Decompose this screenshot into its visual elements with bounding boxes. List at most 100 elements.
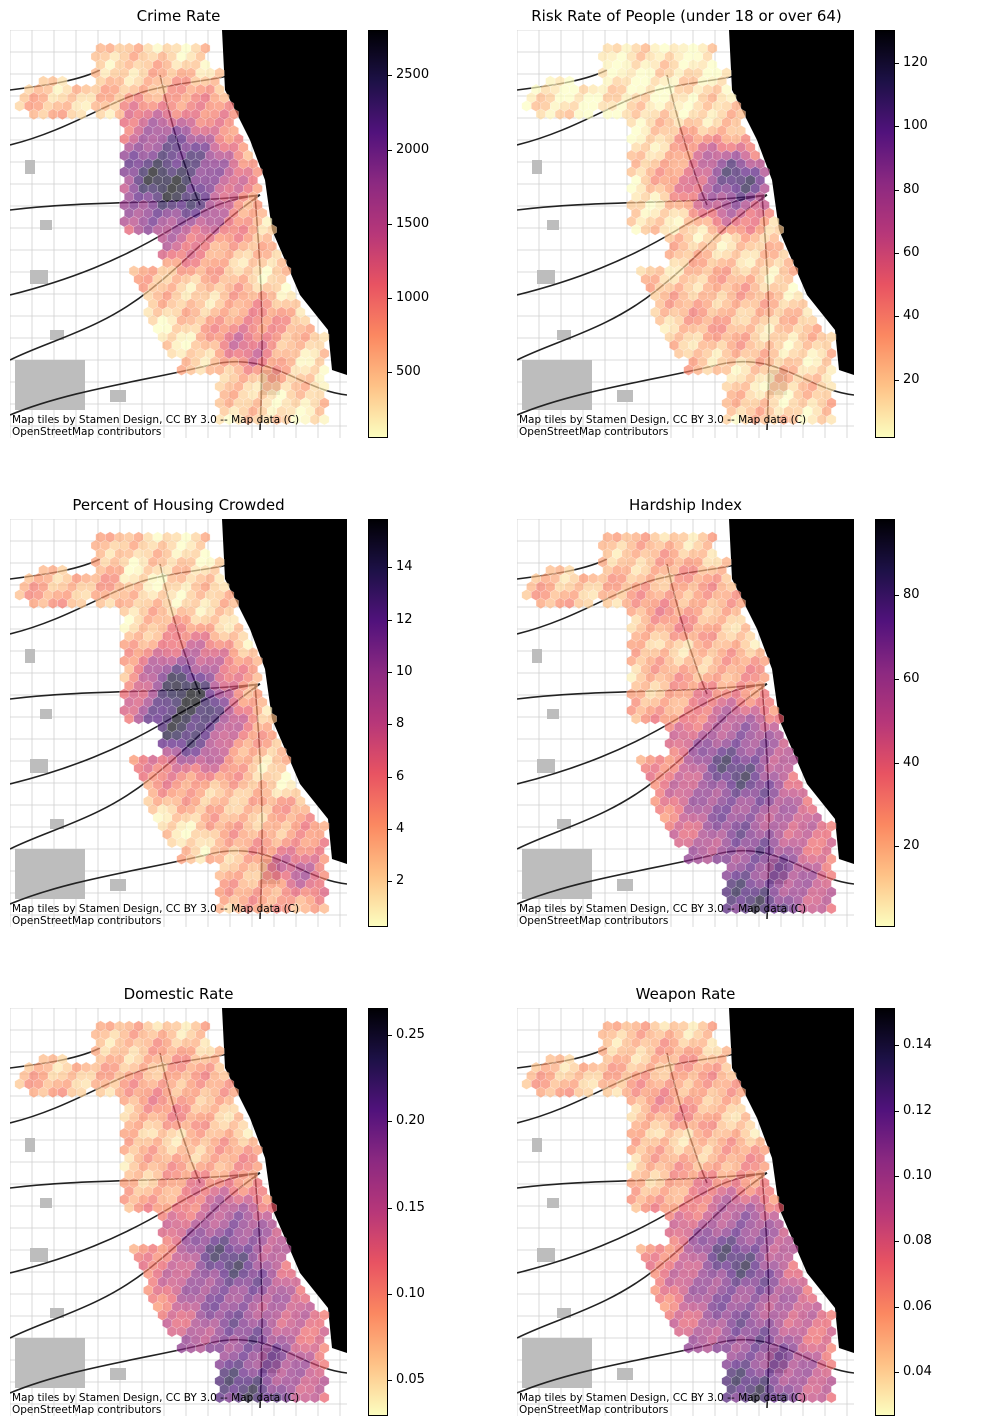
- colorbar-tick-mark: [895, 762, 899, 764]
- lake-michigan: [729, 30, 854, 375]
- park-area: [25, 160, 35, 174]
- colorbar-tick-mark: [388, 371, 392, 373]
- colorbar-domestic-rate: 0.05 0.10 0.15 0.20 0.25: [368, 1008, 425, 1416]
- park-area: [25, 1138, 35, 1152]
- hexbin-cell: [319, 902, 330, 915]
- colorbar-tick-mark: [895, 253, 899, 255]
- colorbar-tick-label: 500: [396, 363, 421, 379]
- park-area: [110, 390, 126, 402]
- colorbar-tick-mark: [388, 1034, 392, 1036]
- map-attribution: Map tiles by Stamen Design, CC BY 3.0 --…: [519, 903, 807, 927]
- park-area: [547, 220, 559, 230]
- panel-title-weapon-rate: Weapon Rate: [635, 985, 736, 1003]
- colorbar-gradient: [369, 1009, 387, 1415]
- park-area: [40, 220, 52, 230]
- hexbin-layer: [521, 531, 837, 915]
- colorbar-risk-rate: 20 40 60 80 100 120: [875, 30, 928, 438]
- colorbar-tick-mark: [388, 297, 392, 299]
- park-area: [50, 819, 64, 829]
- colorbar-tick-mark: [388, 75, 392, 77]
- map-attribution: Map tiles by Stamen Design, CC BY 3.0 --…: [12, 414, 300, 438]
- hexbin-layer: [14, 1020, 330, 1404]
- colorbar-tick-mark: [895, 679, 899, 681]
- hexbin-cell: [76, 597, 87, 610]
- park-area: [15, 360, 85, 410]
- park-area: [557, 819, 571, 829]
- map-domestic-rate: Map tiles by Stamen Design, CC BY 3.0 --…: [10, 1008, 347, 1416]
- colorbar-tick-mark: [388, 1294, 392, 1296]
- map-hardship-index: Map tiles by Stamen Design, CC BY 3.0 --…: [517, 519, 854, 927]
- colorbar-tick-mark: [388, 149, 392, 151]
- hexbin-cell: [583, 1086, 594, 1099]
- map-attribution: Map tiles by Stamen Design, CC BY 3.0 --…: [12, 1392, 300, 1416]
- hexbin-cell: [583, 597, 594, 610]
- hexbin-cell: [319, 1391, 330, 1404]
- colorbar-tick-label: 0.06: [903, 1298, 932, 1314]
- park-area: [532, 649, 542, 663]
- park-area: [522, 849, 592, 899]
- colorbar-weapon-rate: 0.04 0.06 0.08 0.10 0.12 0.14: [875, 1008, 932, 1416]
- park-area: [617, 879, 633, 891]
- colorbar-tick-mark: [388, 619, 392, 621]
- colorbar-tick-mark: [895, 846, 899, 848]
- colorbar-tick-mark: [388, 829, 392, 831]
- park-area: [532, 1138, 542, 1152]
- colorbar-tick-mark: [895, 62, 899, 64]
- park-area: [557, 330, 571, 340]
- colorbar-tick-mark: [388, 567, 392, 569]
- colorbar-tick-mark: [388, 724, 392, 726]
- map-housing-crowded: Map tiles by Stamen Design, CC BY 3.0 --…: [10, 519, 347, 927]
- colorbar-tick-mark: [895, 316, 899, 318]
- panel-title-domestic-rate: Domestic Rate: [123, 985, 234, 1003]
- panel-title-hardship-index: Hardship Index: [629, 496, 742, 514]
- basemap: [517, 1008, 854, 1416]
- colorbar-tick-label: 2: [396, 873, 405, 889]
- colorbar-tick-label: 8: [396, 716, 405, 732]
- colorbar-tick-label: 14: [396, 559, 413, 575]
- map-crime-rate: Map tiles by Stamen Design, CC BY 3.0 --…: [10, 30, 347, 438]
- hexbin-cell: [76, 1086, 87, 1099]
- colorbar-tick-mark: [895, 126, 899, 128]
- hexbin-layer: [14, 531, 330, 915]
- park-area: [537, 759, 555, 773]
- map-attribution: Map tiles by Stamen Design, CC BY 3.0 --…: [519, 1392, 807, 1416]
- colorbar-tick-mark: [895, 1045, 899, 1047]
- colorbar-tick-label: 0.10: [396, 1286, 425, 1302]
- park-area: [30, 1248, 48, 1262]
- colorbar-tick-label: 0.15: [396, 1199, 425, 1215]
- park-area: [547, 709, 559, 719]
- colorbar-tick-label: 0.10: [903, 1167, 932, 1183]
- hexbin-cell: [826, 902, 837, 915]
- colorbar-tick-label: 0.25: [396, 1026, 425, 1042]
- colorbar-tick-label: 0.20: [396, 1113, 425, 1129]
- colorbar-tick-mark: [895, 1306, 899, 1308]
- colorbar-tick-label: 0.08: [903, 1233, 932, 1249]
- lake-michigan: [729, 1008, 854, 1353]
- colorbar-gradient: [369, 520, 387, 926]
- colorbar-tick-mark: [388, 671, 392, 673]
- colorbar-tick-mark: [388, 881, 392, 883]
- colorbar-tick-label: 20: [903, 838, 920, 854]
- colorbar-tick-label: 0.05: [396, 1372, 425, 1388]
- colorbar-tick-label: 4: [396, 821, 405, 837]
- map-attribution: Map tiles by Stamen Design, CC BY 3.0 --…: [12, 903, 300, 927]
- colorbar-hardship-index: 20 40 60 80: [875, 519, 920, 927]
- park-area: [110, 1368, 126, 1380]
- hexbin-layer: [521, 1020, 837, 1404]
- hexbin-layer: [521, 42, 837, 426]
- lake-michigan: [729, 519, 854, 864]
- park-area: [532, 160, 542, 174]
- colorbar-tick-mark: [895, 595, 899, 597]
- colorbar-tick-mark: [895, 1241, 899, 1243]
- colorbar-housing-crowded: 2 4 6 8 10 12 14: [368, 519, 413, 927]
- basemap: [517, 519, 854, 927]
- colorbar-tick-label: 80: [903, 181, 920, 197]
- colorbar-tick-mark: [388, 776, 392, 778]
- map-risk-rate: Map tiles by Stamen Design, CC BY 3.0 --…: [517, 30, 854, 438]
- basemap: [517, 30, 854, 438]
- panel-title-risk-rate: Risk Rate of People (under 18 or over 64…: [531, 7, 842, 25]
- colorbar-tick-label: 6: [396, 768, 405, 784]
- park-area: [50, 330, 64, 340]
- park-area: [537, 1248, 555, 1262]
- park-area: [522, 360, 592, 410]
